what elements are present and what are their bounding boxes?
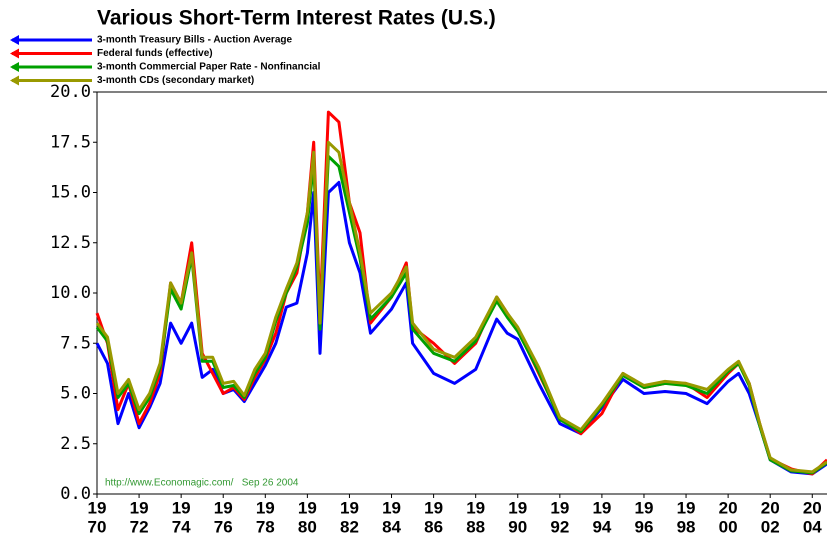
x-tick-label: 19 [256, 498, 275, 517]
x-tick-label: 84 [382, 517, 401, 536]
x-tick-label: 88 [466, 517, 485, 536]
legend-label: 3-month CDs (secondary market) [97, 75, 254, 86]
x-tick-label: 86 [424, 517, 443, 536]
x-tick-label: 19 [172, 498, 191, 517]
legend-label: Federal funds (effective) [97, 48, 213, 59]
x-tick-label: 19 [508, 498, 527, 517]
x-tick-label: 19 [382, 498, 401, 517]
x-tick-label: 00 [719, 517, 738, 536]
series-line [95, 180, 827, 476]
x-tick-label: 19 [424, 498, 443, 517]
y-tick-label: 17.5 [50, 132, 91, 152]
legend-label: 3-month Treasury Bills - Auction Average [97, 35, 292, 46]
x-tick-label: 96 [635, 517, 654, 536]
y-tick-label: 12.5 [50, 233, 91, 253]
x-tick-label: 19 [340, 498, 359, 517]
x-tick-label: 19 [592, 498, 611, 517]
y-tick-label: 20.0 [50, 82, 91, 102]
x-tick-label: 80 [298, 517, 317, 536]
y-tick-label: 2.5 [60, 434, 91, 454]
legend-label: 3-month Commercial Paper Rate - Nonfinan… [97, 62, 321, 73]
x-tick-label: 20 [719, 498, 738, 517]
x-tick-label: 90 [508, 517, 527, 536]
x-tick-label: 98 [677, 517, 696, 536]
x-tick-label: 02 [761, 517, 780, 536]
x-tick-label: 19 [88, 498, 107, 517]
x-tick-label: 20 [761, 498, 780, 517]
y-tick-label: 15.0 [50, 183, 91, 203]
x-tick-label: 92 [550, 517, 569, 536]
x-tick-label: 19 [635, 498, 654, 517]
x-tick-label: 19 [130, 498, 149, 517]
x-tick-label: 19 [298, 498, 317, 517]
x-tick-label: 72 [130, 517, 149, 536]
x-tick-label: 19 [466, 498, 485, 517]
x-tick-label: 20 [803, 498, 822, 517]
chart-title: Various Short-Term Interest Rates (U.S.) [97, 7, 496, 30]
x-tick-label: 94 [592, 517, 611, 536]
legend-arrowhead [10, 48, 19, 59]
x-tick-label: 74 [172, 517, 191, 536]
x-tick-label: 04 [803, 517, 822, 536]
x-tick-label: 82 [340, 517, 359, 536]
legend-arrowhead [10, 35, 19, 45]
series-line [95, 154, 827, 475]
x-tick-label: 19 [550, 498, 569, 517]
annotation: http://www.Economagic.com/ Sep 26 2004 [105, 478, 299, 489]
x-tick-label: 19 [214, 498, 233, 517]
y-tick-label: 5.0 [60, 384, 91, 404]
legend-arrowhead [10, 62, 19, 72]
y-tick-label: 7.5 [60, 333, 91, 353]
x-tick-label: 19 [677, 498, 696, 517]
series-line [95, 140, 827, 474]
series-line [95, 110, 827, 476]
y-tick-label: 10.0 [50, 283, 91, 303]
x-tick-label: 76 [214, 517, 233, 536]
y-tick-label: 0.0 [60, 484, 91, 504]
x-tick-label: 78 [256, 517, 275, 536]
x-tick-label: 70 [88, 517, 107, 536]
legend-arrowhead [10, 75, 19, 86]
